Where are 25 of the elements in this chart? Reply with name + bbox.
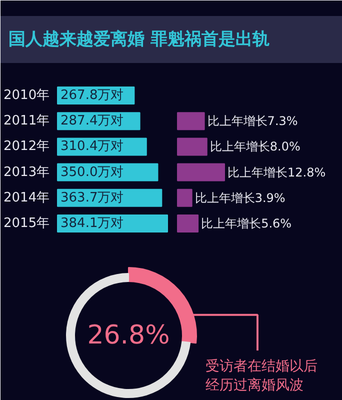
bar <box>177 112 205 130</box>
data-label: 363.7万对 <box>60 190 124 206</box>
bar <box>177 188 192 207</box>
y-tick-label: 2011年 <box>4 114 50 129</box>
data-label: 比上年增长8.0% <box>210 140 300 154</box>
data-label: 比上年增长12.8% <box>228 165 326 180</box>
data-label: 26.8% <box>87 320 170 350</box>
bar <box>177 163 225 182</box>
data-label: 比上年增长5.6% <box>201 216 292 230</box>
data-label: 310.4万对 <box>60 139 124 154</box>
data-label: 267.8万对 <box>60 88 124 103</box>
y-tick-label: 2015年 <box>4 216 50 231</box>
data-label: 350.0万对 <box>60 164 124 180</box>
bar <box>177 214 199 232</box>
data-label: 比上年增长3.9% <box>194 190 286 205</box>
y-tick-label: 2013年 <box>4 164 50 180</box>
data-label: 384.1万对 <box>60 216 124 231</box>
chart-title: 国人越来越爱离婚 罪魁祸首是出轨 <box>8 30 270 50</box>
data-label: 比上年增长7.3% <box>207 114 298 128</box>
y-tick-label: 2012年 <box>4 139 50 154</box>
data-label: 287.4万对 <box>60 114 124 129</box>
slice-label: 受访者在结婚以后经历过离婚风波 <box>206 358 318 394</box>
y-tick-label: 2014年 <box>4 190 50 206</box>
y-tick-label: 2010年 <box>4 88 50 103</box>
bar <box>177 138 208 156</box>
